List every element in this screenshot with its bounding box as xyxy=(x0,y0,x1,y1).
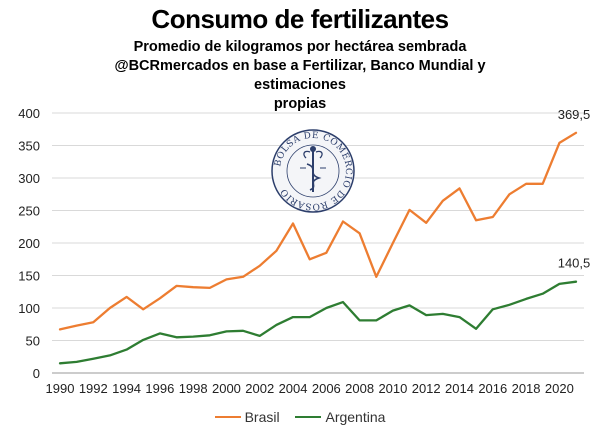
chart-title: Consumo de fertilizantes xyxy=(151,4,449,34)
series-line-brasil xyxy=(58,131,578,331)
y-tick-label-350: 350 xyxy=(18,139,40,154)
y-tick-label-100: 100 xyxy=(18,301,40,316)
y-tick-label-50: 50 xyxy=(26,334,40,349)
legend-swatch-argentina xyxy=(295,416,322,418)
x-axis-ticks: 1990 1992 1994 1996 1998 2000 2002 2004 2006 2008… xyxy=(46,381,574,396)
bcr-seal-logo: BOLSA DE COMERCIO DE ROSARIO xyxy=(271,129,355,213)
subtitle-line-2: @BCRmercados en base a Fertilizar, Banco… xyxy=(114,58,486,93)
x-tick-label-1990: 1990 xyxy=(46,381,75,396)
series-line-argentina xyxy=(58,280,578,365)
legend-item-argentina: Argentina xyxy=(295,409,385,425)
x-tick-label-2014: 2014 xyxy=(445,381,474,396)
y-tick-label-200: 200 xyxy=(18,236,40,251)
x-tick-label-1998: 1998 xyxy=(179,381,208,396)
x-tick-label-1992: 1992 xyxy=(79,381,108,396)
x-tick-label-1996: 1996 xyxy=(145,381,174,396)
end-labels: 369,5 140,5 xyxy=(558,107,591,271)
legend-swatch-brasil xyxy=(214,416,241,418)
subtitle-line-3: propias xyxy=(273,96,327,112)
y-tick-label-0: 0 xyxy=(33,366,40,381)
y-tick-label-150: 150 xyxy=(18,269,40,284)
y-tick-label-300: 300 xyxy=(18,171,40,186)
x-tick-label-2008: 2008 xyxy=(345,381,374,396)
x-tick-label-1994: 1994 xyxy=(112,381,141,396)
x-tick-label-2020: 2020 xyxy=(545,381,574,396)
data-label-argentina-end: 140,5 xyxy=(558,256,591,271)
data-label-brasil-end: 369,5 xyxy=(558,107,591,122)
chart-subtitle: Promedio de kilogramos por hectárea semb… xyxy=(100,38,500,114)
x-tick-label-2002: 2002 xyxy=(245,381,274,396)
y-axis-ticks: 0 50 100 150 200 250 300 350 400 xyxy=(18,106,40,381)
chart-legend: Brasil Argentina xyxy=(0,405,600,425)
legend-item-brasil: Brasil xyxy=(214,409,280,425)
x-tick-label-2016: 2016 xyxy=(478,381,507,396)
x-tick-label-2006: 2006 xyxy=(312,381,341,396)
x-tick-label-2000: 2000 xyxy=(212,381,241,396)
legend-label-argentina: Argentina xyxy=(325,409,386,425)
legend-label-brasil: Brasil xyxy=(244,409,280,425)
subtitle-line-1: Promedio de kilogramos por hectárea semb… xyxy=(133,39,467,55)
x-tick-label-2012: 2012 xyxy=(412,381,441,396)
x-tick-label-2018: 2018 xyxy=(512,381,541,396)
x-tick-label-2010: 2010 xyxy=(378,381,407,396)
x-tick-label-2004: 2004 xyxy=(279,381,308,396)
y-tick-label-400: 400 xyxy=(18,106,40,121)
series-group xyxy=(58,131,578,365)
y-tick-label-250: 250 xyxy=(18,204,40,219)
